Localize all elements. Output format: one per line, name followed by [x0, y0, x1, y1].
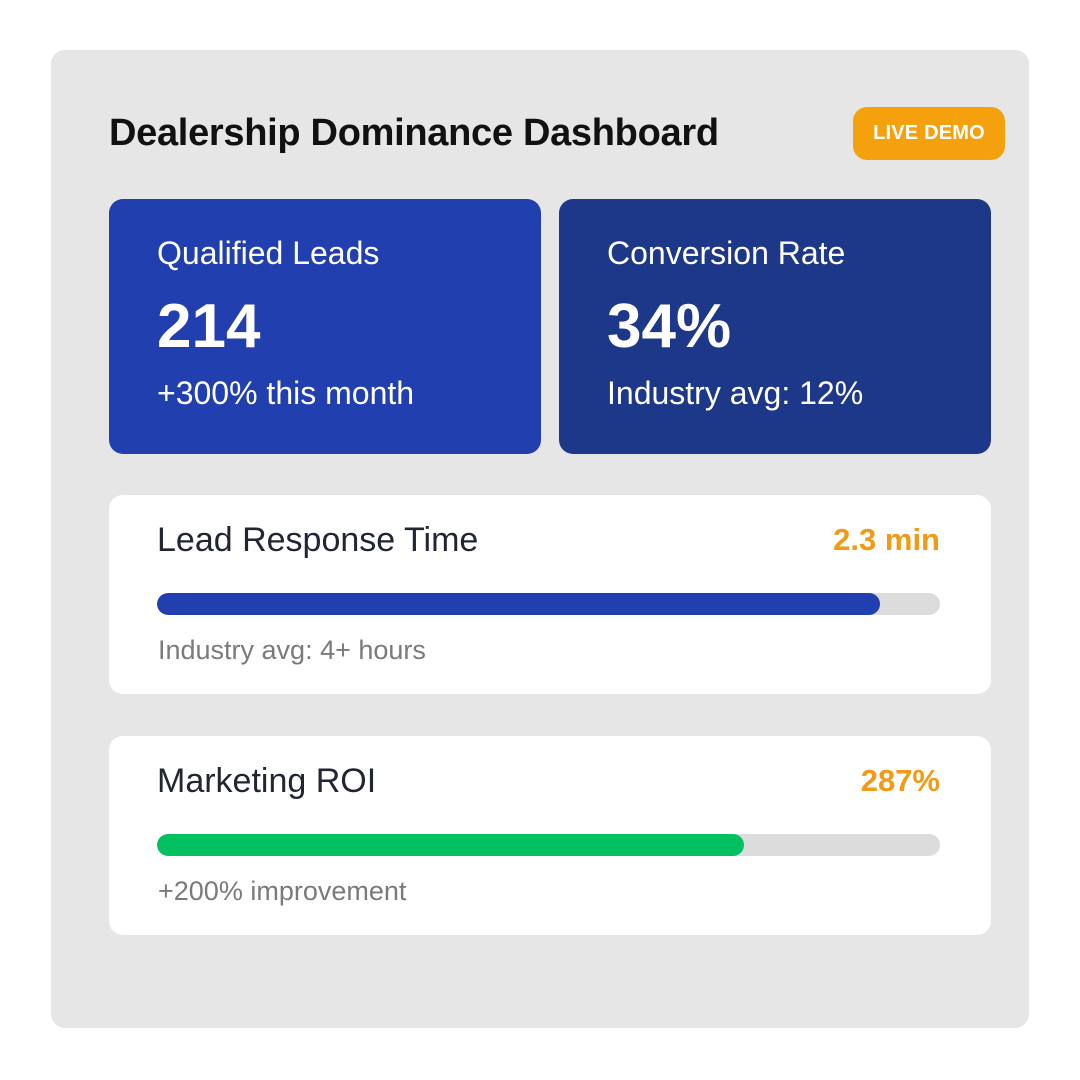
marketing-roi-note: +200% improvement [158, 876, 407, 906]
conversion-rate-card: Conversion Rate 34% Industry avg: 12% [559, 199, 991, 454]
lead-response-time-value: 2.3 min [833, 522, 940, 557]
lead-response-progress-fill [157, 593, 881, 615]
dashboard-title: Dealership Dominance Dashboard [109, 112, 719, 154]
qualified-leads-label: Qualified Leads [157, 235, 380, 271]
marketing-roi-label: Marketing ROI [157, 762, 377, 800]
lead-response-time-note: Industry avg: 4+ hours [158, 635, 426, 665]
live-demo-badge[interactable]: LIVE DEMO [853, 107, 1005, 160]
dashboard-panel: Dealership Dominance Dashboard LIVE DEMO… [51, 50, 1029, 1028]
conversion-rate-note: Industry avg: 12% [607, 375, 864, 411]
qualified-leads-value: 214 [157, 292, 261, 361]
marketing-roi-card: Marketing ROI 287% +200% improvement [109, 736, 991, 935]
marketing-roi-value: 287% [860, 763, 940, 798]
lead-response-time-card: Lead Response Time 2.3 min Industry avg:… [109, 495, 991, 694]
conversion-rate-label: Conversion Rate [607, 235, 846, 271]
lead-response-progress-track [157, 593, 940, 615]
marketing-roi-progress-track [157, 834, 940, 856]
marketing-roi-progress-fill [157, 834, 745, 856]
qualified-leads-note: +300% this month [157, 375, 415, 411]
conversion-rate-value: 34% [607, 292, 732, 361]
lead-response-time-label: Lead Response Time [157, 521, 479, 559]
qualified-leads-card: Qualified Leads 214 +300% this month [109, 199, 541, 454]
